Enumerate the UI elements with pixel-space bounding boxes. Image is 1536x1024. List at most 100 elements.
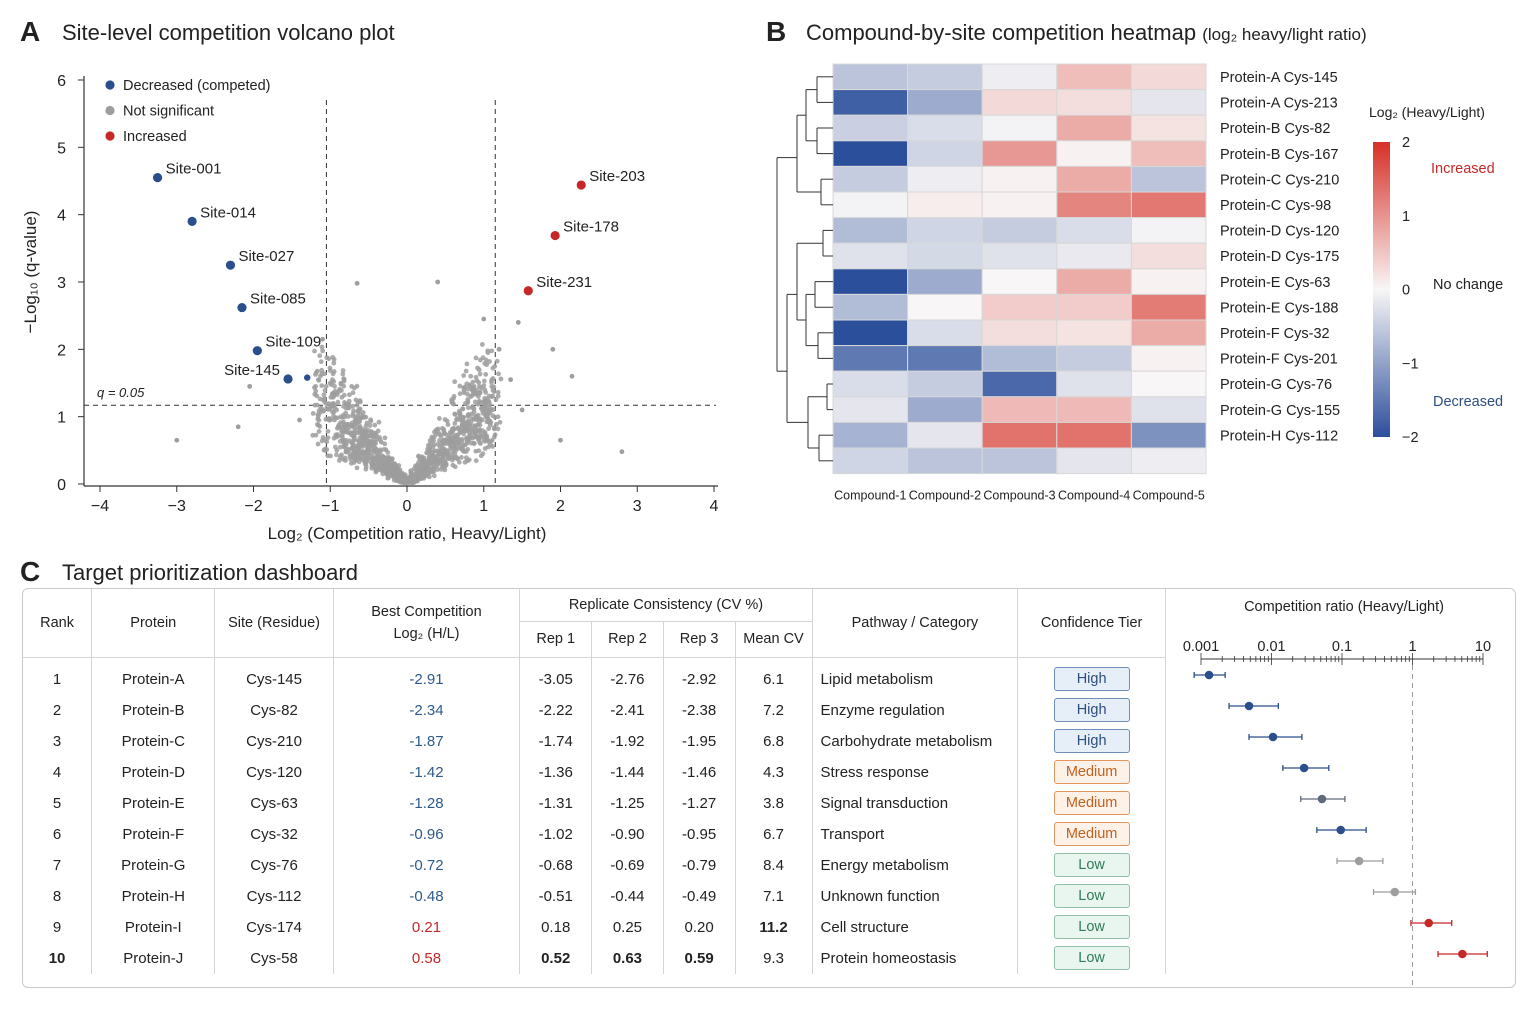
heatmap-cell bbox=[907, 242, 983, 270]
y-tick-label: 0 bbox=[57, 477, 66, 494]
nonsignificant-point bbox=[415, 467, 421, 473]
colorbar-tick-label: 0 bbox=[1402, 283, 1410, 299]
confidence-tier-badge[interactable]: Low bbox=[1053, 884, 1130, 908]
site-cell: Cys-145 bbox=[214, 657, 334, 695]
table-row[interactable]: 3 Protein-C Cys-210 -1.87 -1.74 -1.92 -1.95 6.8… bbox=[23, 725, 1166, 757]
y-tick-label: 4 bbox=[57, 208, 66, 225]
heatmap-cell bbox=[1056, 421, 1132, 449]
header-rep3[interactable]: Rep 3 bbox=[663, 621, 736, 658]
confidence-tier-badge[interactable]: Low bbox=[1053, 853, 1130, 877]
nonsignificant-point bbox=[487, 359, 492, 364]
column-label: Compound-5 bbox=[1133, 489, 1205, 503]
rep1-cell: -1.36 bbox=[519, 756, 593, 788]
table-row[interactable]: 2 Protein-B Cys-82 -2.34 -2.22 -2.41 -2.38 7.2 E… bbox=[23, 694, 1166, 726]
confidence-tier-badge[interactable]: Low bbox=[1053, 915, 1130, 939]
heatmap-cell bbox=[981, 242, 1058, 270]
tier-cell: High bbox=[1017, 694, 1166, 726]
heatmap-cell bbox=[907, 421, 983, 449]
nonsignificant-point bbox=[322, 437, 328, 443]
site-cell: Cys-32 bbox=[214, 818, 334, 850]
nonsignificant-point bbox=[331, 360, 337, 366]
legend-label: Decreased (competed) bbox=[123, 78, 271, 94]
rep2-cell: -1.44 bbox=[591, 756, 664, 788]
nonsignificant-point bbox=[455, 425, 461, 431]
nonsignificant-point bbox=[334, 452, 339, 458]
table-row[interactable]: 5 Protein-E Cys-63 -1.28 -1.31 -1.25 -1.27 3.8 S… bbox=[23, 787, 1166, 819]
confidence-tier-badge[interactable]: Low bbox=[1053, 946, 1130, 970]
table-row[interactable]: 4 Protein-D Cys-120 -1.42 -1.36 -1.44 -1.46 4.3… bbox=[23, 756, 1166, 788]
rank-cell: 10 bbox=[23, 942, 93, 974]
table-row[interactable]: 9 Protein-I Cys-174 0.21 0.18 0.25 0.20 11.2 Cel… bbox=[23, 911, 1166, 943]
nonsignificant-point bbox=[350, 403, 356, 409]
nonsignificant-point bbox=[455, 456, 460, 462]
heatmap-cell bbox=[832, 345, 909, 372]
nonsignificant-point bbox=[356, 442, 361, 448]
nonsignificant-point bbox=[326, 356, 332, 362]
nonsignificant-point bbox=[450, 438, 456, 444]
header-pathway[interactable]: Pathway / Category bbox=[812, 589, 1019, 658]
heatmap-cell bbox=[981, 63, 1058, 91]
best-competition-cell: 0.21 bbox=[333, 911, 521, 943]
heatmap-cell bbox=[907, 114, 983, 142]
nonsignificant-point bbox=[375, 458, 381, 463]
nonsignificant-point bbox=[235, 424, 241, 430]
heatmap-cell bbox=[907, 140, 983, 167]
nonsignificant-point bbox=[463, 455, 469, 461]
nonsignificant-point bbox=[351, 455, 357, 461]
nonsignificant-point bbox=[466, 435, 472, 441]
heatmap-cell bbox=[1130, 114, 1207, 142]
table-row[interactable]: 6 Protein-F Cys-32 -0.96 -1.02 -0.90 -0.95 6.7 T… bbox=[23, 818, 1166, 850]
forest-point bbox=[1268, 732, 1278, 742]
header-rank[interactable]: Rank bbox=[23, 589, 93, 658]
nonsignificant-point bbox=[480, 451, 486, 457]
header-site[interactable]: Site (Residue) bbox=[214, 589, 334, 658]
confidence-tier-badge[interactable]: Medium bbox=[1053, 791, 1130, 815]
mean-cv-cell: 6.1 bbox=[735, 657, 813, 695]
heatmap-title-main: Compound-by-site competition heatmap bbox=[806, 20, 1197, 45]
table-row[interactable]: 10 Protein-J Cys-58 0.58 0.52 0.63 0.59 9.3 Prot… bbox=[23, 942, 1166, 974]
header-rep2[interactable]: Rep 2 bbox=[591, 621, 664, 658]
table-row[interactable]: 7 Protein-G Cys-76 -0.72 -0.68 -0.69 -0.79 8.4 E… bbox=[23, 849, 1166, 881]
header-tier[interactable]: Confidence Tier bbox=[1017, 589, 1166, 658]
confidence-tier-badge[interactable]: High bbox=[1053, 698, 1130, 722]
confidence-tier-badge[interactable]: High bbox=[1053, 729, 1130, 753]
nonsignificant-point bbox=[330, 354, 336, 360]
nonsignificant-point bbox=[310, 411, 316, 416]
confidence-tier-badge[interactable]: Medium bbox=[1053, 760, 1130, 784]
header-rep1[interactable]: Rep 1 bbox=[519, 621, 593, 658]
confidence-tier-badge[interactable]: High bbox=[1053, 667, 1130, 691]
nonsignificant-point bbox=[495, 389, 501, 395]
nonsignificant-point bbox=[327, 368, 333, 373]
nonsignificant-point bbox=[329, 409, 335, 415]
nonsignificant-point bbox=[474, 391, 480, 397]
nonsignificant-point bbox=[394, 468, 399, 474]
nonsignificant-point bbox=[473, 355, 479, 361]
significant-point bbox=[252, 346, 262, 356]
site-cell: Cys-120 bbox=[214, 756, 334, 788]
protein-cell: Protein-B bbox=[91, 694, 216, 726]
site-cell: Cys-174 bbox=[214, 911, 334, 943]
rep1-cell: -1.02 bbox=[519, 818, 593, 850]
protein-cell: Protein-D bbox=[91, 756, 216, 788]
header-best-competition[interactable]: Best Competition Log₂ (H/L) bbox=[333, 589, 521, 658]
confidence-tier-badge[interactable]: Medium bbox=[1053, 822, 1130, 846]
nonsignificant-point bbox=[456, 440, 462, 446]
table-row[interactable]: 1 Protein-A Cys-145 -2.91 -3.05 -2.76 -2.92 6.1… bbox=[23, 657, 1166, 695]
protein-cell: Protein-E bbox=[91, 787, 216, 819]
heatmap-cell bbox=[1056, 140, 1132, 167]
pathway-cell: Cell structure bbox=[812, 911, 1019, 943]
nonsignificant-point bbox=[460, 414, 466, 420]
nonsignificant-point bbox=[470, 379, 476, 385]
forest-point bbox=[1299, 763, 1309, 773]
nonsignificant-point bbox=[344, 427, 350, 432]
rep3-cell: 0.59 bbox=[663, 942, 736, 974]
table-row[interactable]: 8 Protein-H Cys-112 -0.48 -0.51 -0.44 -0.49 7.1… bbox=[23, 880, 1166, 912]
header-protein[interactable]: Protein bbox=[91, 589, 216, 658]
nonsignificant-point bbox=[317, 396, 323, 402]
nonsignificant-point bbox=[341, 412, 346, 418]
nonsignificant-point bbox=[459, 455, 464, 460]
nonsignificant-point bbox=[312, 348, 317, 354]
heatmap-cell bbox=[1056, 396, 1132, 423]
header-mean-cv[interactable]: Mean CV bbox=[735, 621, 813, 658]
nonsignificant-point bbox=[452, 379, 458, 385]
